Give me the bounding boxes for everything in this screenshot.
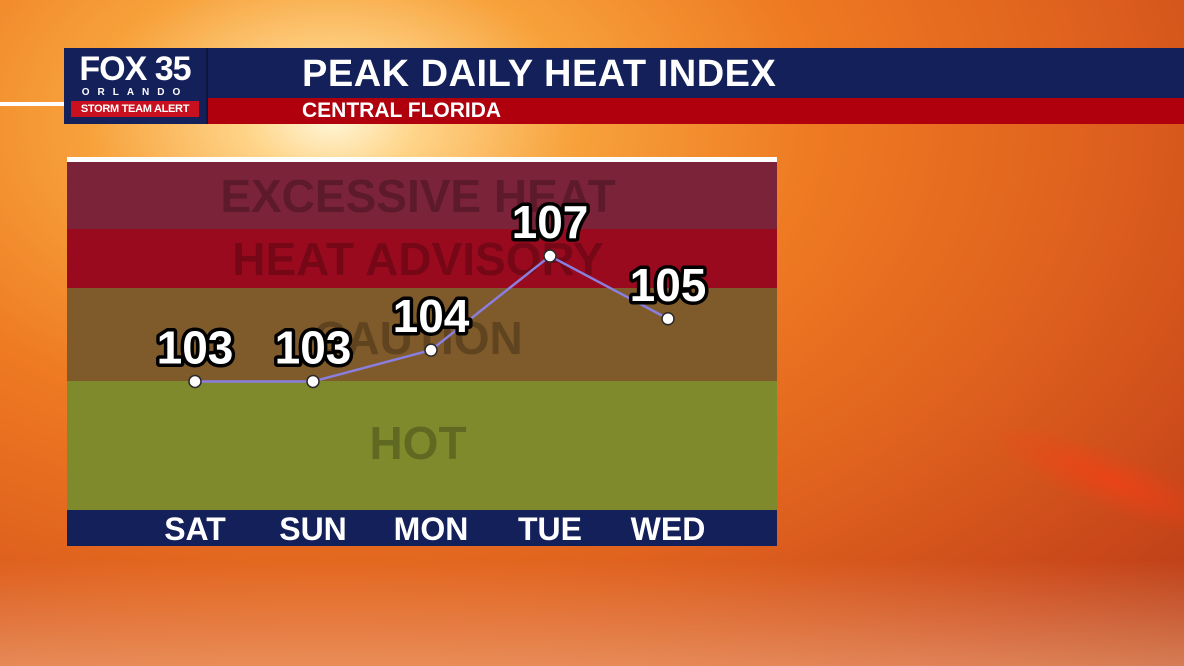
value-label: 103 — [275, 321, 352, 373]
heat-series — [188, 249, 675, 389]
chart-bands: EXCESSIVE HEAT HEAT ADVISORY CAUTION HOT — [67, 162, 777, 510]
band-hot — [67, 381, 777, 510]
value-label: 105 — [630, 259, 707, 311]
band-label: HOT — [369, 417, 466, 469]
day-label: WED — [631, 511, 706, 547]
header-accent-line — [0, 102, 66, 106]
band-label: CAUTION — [313, 312, 523, 364]
storm-team-alert-badge: STORM TEAM ALERT — [71, 101, 199, 117]
band-caution — [67, 288, 777, 381]
data-point — [661, 312, 675, 326]
day-label: SAT — [164, 511, 226, 547]
day-label: SUN — [279, 511, 347, 547]
data-point — [188, 374, 202, 389]
header-title-bar — [64, 48, 1184, 98]
data-point — [424, 343, 438, 357]
band-label: EXCESSIVE HEAT — [220, 170, 615, 222]
day-label: MON — [394, 511, 469, 547]
value-label: 104 — [393, 290, 470, 342]
header-subtitle-bar — [64, 98, 1184, 124]
page-subtitle: CENTRAL FLORIDA — [302, 99, 502, 122]
band-label: HEAT ADVISORY — [232, 233, 603, 285]
day-labels: SAT SUN MON TUE WED — [164, 511, 705, 547]
station-name: FOX 35 — [79, 50, 191, 88]
day-axis-bar — [67, 510, 777, 546]
station-logo: FOX 35 ORLANDO STORM TEAM ALERT — [64, 48, 208, 124]
data-point — [543, 249, 557, 263]
value-label: 103 — [157, 321, 234, 373]
value-label: 107 — [512, 196, 589, 248]
band-excessive-heat — [67, 162, 777, 229]
chart-top-border — [67, 157, 777, 162]
value-labels: 103 103 104 107 105 — [153, 193, 710, 377]
data-point — [306, 374, 320, 389]
page-title: PEAK DAILY HEAT INDEX — [302, 53, 777, 95]
band-heat-advisory — [67, 229, 777, 288]
day-label: TUE — [518, 511, 582, 547]
station-city: ORLANDO — [81, 87, 189, 98]
background-haze — [0, 560, 1184, 666]
